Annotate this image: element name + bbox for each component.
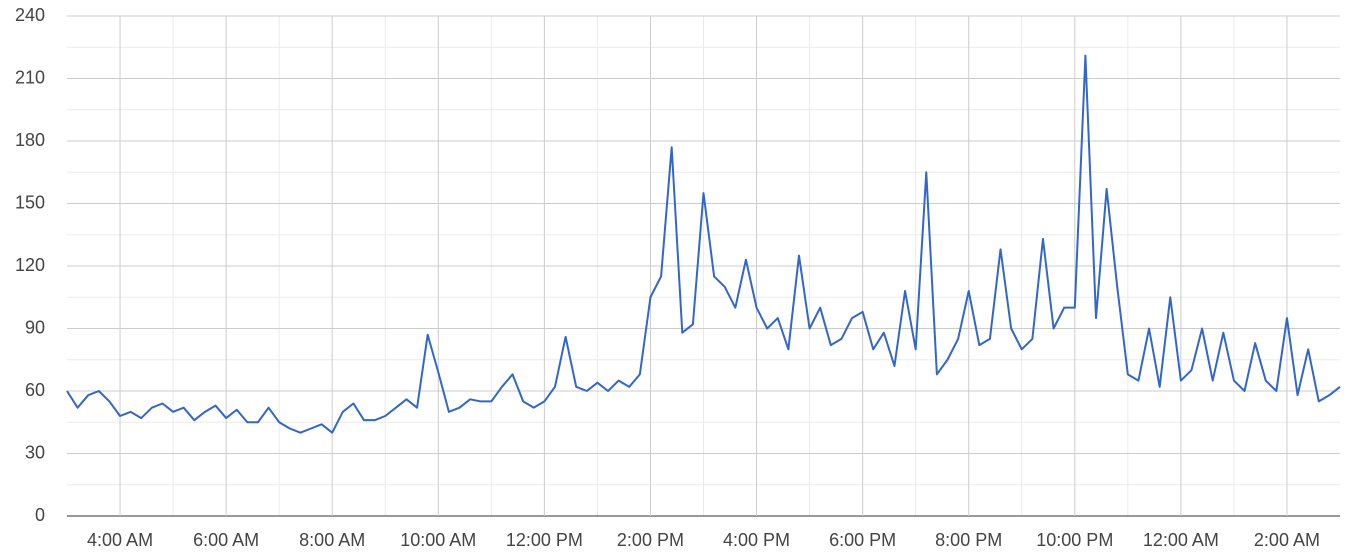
x-tick-label: 8:00 PM <box>935 530 1002 550</box>
y-tick-label: 60 <box>25 380 45 400</box>
x-tick-label: 10:00 AM <box>400 530 476 550</box>
y-tick-label: 150 <box>15 192 45 212</box>
y-tick-label: 120 <box>15 255 45 275</box>
x-tick-label: 6:00 AM <box>193 530 259 550</box>
x-tick-label: 8:00 AM <box>299 530 365 550</box>
y-tick-label: 180 <box>15 130 45 150</box>
x-tick-label: 10:00 PM <box>1036 530 1113 550</box>
y-tick-label: 30 <box>25 442 45 462</box>
line-series <box>66 54 1341 434</box>
x-tick-label: 2:00 PM <box>617 530 684 550</box>
x-tick-label: 6:00 PM <box>829 530 896 550</box>
x-tick-label: 4:00 AM <box>87 530 153 550</box>
y-tick-label: 210 <box>15 67 45 87</box>
y-tick-label: 0 <box>35 505 45 525</box>
x-tick-label: 12:00 PM <box>506 530 583 550</box>
x-tick-label: 12:00 AM <box>1143 530 1219 550</box>
x-tick-label: 2:00 AM <box>1254 530 1320 550</box>
x-tick-label: 4:00 PM <box>723 530 790 550</box>
y-tick-label: 90 <box>25 317 45 337</box>
y-tick-label: 240 <box>15 5 45 25</box>
